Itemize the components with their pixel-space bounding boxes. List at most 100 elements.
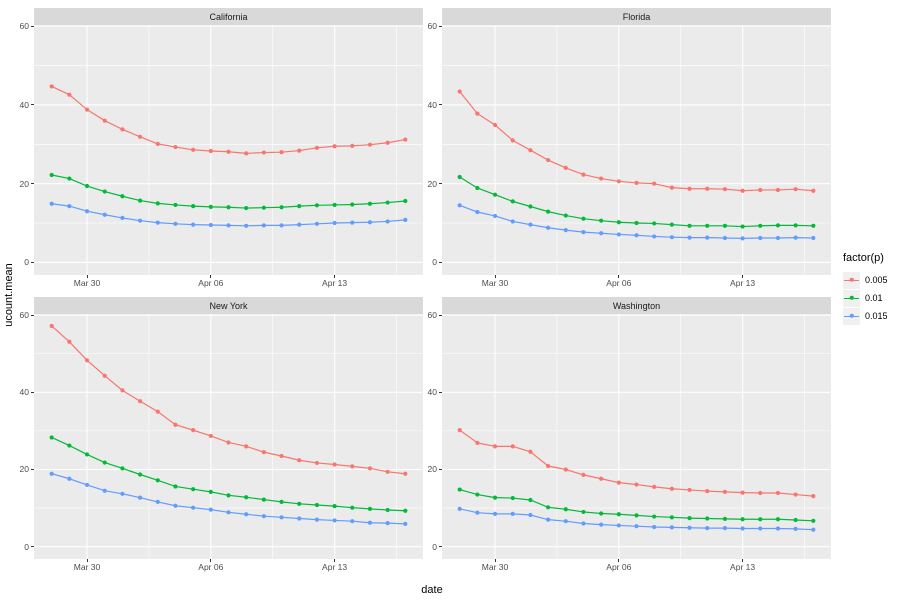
data-point xyxy=(155,478,160,483)
data-point xyxy=(652,181,657,186)
data-point xyxy=(811,235,816,241)
legend-title: factor(p) xyxy=(843,252,884,264)
data-point xyxy=(403,198,408,204)
data-point xyxy=(137,218,143,223)
x-tick-mark xyxy=(334,275,336,278)
data-point xyxy=(67,204,72,209)
data-point xyxy=(208,489,213,494)
data-point xyxy=(545,463,551,469)
data-point xyxy=(120,491,125,496)
facet-florida: Florida 0 20 40 60 Mar 30 Apr 06 Apr 13 xyxy=(422,8,831,291)
x-tick-label: Apr 06 xyxy=(198,278,224,288)
data-point xyxy=(137,399,143,404)
y-tick-mark xyxy=(439,314,442,316)
y-tick-mark xyxy=(31,183,34,185)
data-point xyxy=(350,519,355,524)
y-axis-ticks: 0 20 40 60 xyxy=(14,310,34,559)
x-tick-label: Apr 13 xyxy=(730,562,756,572)
panel-florida xyxy=(442,25,831,275)
data-point xyxy=(102,488,107,493)
data-point xyxy=(173,221,178,226)
data-point xyxy=(367,520,373,525)
data-point xyxy=(775,187,781,193)
data-point xyxy=(173,503,178,508)
data-point xyxy=(244,151,249,156)
data-point xyxy=(314,502,320,508)
x-tick-mark xyxy=(742,275,744,278)
data-point xyxy=(634,180,639,185)
data-point xyxy=(297,458,302,463)
x-tick-mark xyxy=(494,275,496,278)
data-point xyxy=(758,526,763,531)
x-tick-mark xyxy=(742,559,744,562)
data-point xyxy=(120,388,125,393)
data-point xyxy=(669,235,674,240)
data-point xyxy=(385,521,390,526)
data-point xyxy=(350,202,355,207)
data-point xyxy=(332,202,337,208)
data-point xyxy=(581,509,586,515)
y-tick-mark xyxy=(31,468,34,470)
legend-item: 0.015 xyxy=(843,307,900,325)
data-point xyxy=(137,495,143,500)
data-point xyxy=(84,209,90,214)
data-point xyxy=(226,493,231,498)
x-tick-mark xyxy=(618,559,620,562)
data-point xyxy=(314,517,320,522)
data-point xyxy=(457,487,462,492)
data-point xyxy=(563,467,568,472)
y-tick-mark xyxy=(439,25,442,27)
data-point xyxy=(102,373,107,378)
data-point xyxy=(332,144,337,149)
data-point xyxy=(811,223,816,228)
data-point xyxy=(403,471,408,476)
data-point xyxy=(634,482,639,487)
y-tick-mark xyxy=(31,25,34,27)
data-point xyxy=(457,89,462,94)
data-point xyxy=(457,506,462,511)
y-tick-label: 0 xyxy=(24,257,29,268)
data-point xyxy=(705,235,710,240)
data-point xyxy=(208,433,213,439)
data-point xyxy=(510,219,515,224)
data-point xyxy=(599,231,604,236)
facet-strip: Florida xyxy=(442,8,831,25)
data-point xyxy=(297,204,302,209)
data-point xyxy=(208,507,213,512)
data-point xyxy=(705,186,710,191)
x-axis-ticks: Mar 30 Apr 06 Apr 13 xyxy=(34,275,423,291)
data-point xyxy=(740,188,745,193)
data-point xyxy=(191,487,196,492)
data-point xyxy=(775,517,781,522)
data-point xyxy=(722,223,728,228)
data-point xyxy=(563,165,568,171)
data-point xyxy=(102,189,107,194)
data-point xyxy=(669,185,674,190)
data-point xyxy=(332,220,337,226)
data-point xyxy=(226,440,231,445)
data-point xyxy=(385,469,390,474)
data-point xyxy=(84,358,90,363)
data-point xyxy=(510,511,515,516)
data-point xyxy=(740,224,745,229)
data-point xyxy=(84,452,90,457)
data-point xyxy=(616,179,621,184)
panel-background xyxy=(442,314,831,559)
data-point xyxy=(403,137,408,142)
panel-washington xyxy=(442,314,831,559)
x-axis-ticks: Mar 30 Apr 06 Apr 13 xyxy=(442,275,831,291)
data-point xyxy=(332,462,337,467)
facet-title: Florida xyxy=(622,11,651,22)
data-point xyxy=(191,505,196,510)
data-point xyxy=(740,490,745,495)
data-point xyxy=(722,516,728,521)
y-tick-mark xyxy=(439,468,442,470)
data-point xyxy=(599,522,604,527)
data-point xyxy=(669,222,674,227)
legend-key-icon xyxy=(843,289,860,307)
data-point xyxy=(634,220,639,226)
data-point xyxy=(226,223,231,228)
y-tick-label: 0 xyxy=(24,541,29,552)
data-point xyxy=(616,512,621,517)
